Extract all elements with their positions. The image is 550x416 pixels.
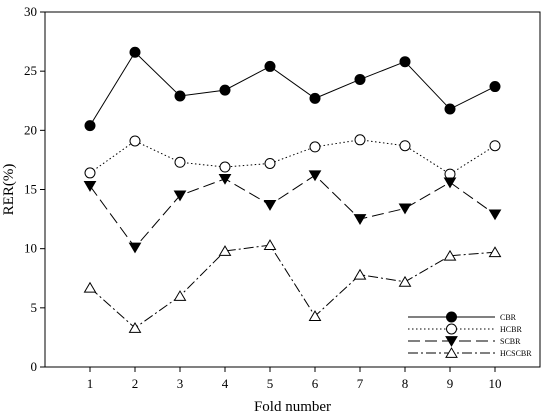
series-cbr xyxy=(84,46,501,132)
legend-marker xyxy=(445,336,458,347)
x-axis-label: Fold number xyxy=(254,399,331,415)
data-point-hcscbr xyxy=(443,249,457,261)
series-line-hcscbr xyxy=(89,244,496,329)
x-tick-label: 3 xyxy=(177,376,184,391)
data-point-scbr xyxy=(398,203,412,215)
data-point-hcscbr xyxy=(263,239,277,251)
data-point-hcscbr xyxy=(83,281,97,293)
data-point-scbr xyxy=(488,209,502,221)
data-point-scbr xyxy=(218,173,232,185)
legend-label: SCBR xyxy=(500,337,521,346)
data-point-hcbr xyxy=(174,156,186,168)
data-point-hcscbr xyxy=(128,322,142,333)
data-point-hcbr xyxy=(489,140,501,152)
data-point-hcbr xyxy=(354,134,366,146)
data-point-scbr xyxy=(128,242,142,254)
data-point-hcscbr xyxy=(398,275,412,287)
data-point-cbr xyxy=(309,92,321,104)
x-tick-label: 6 xyxy=(312,376,319,391)
x-tick-label: 2 xyxy=(132,376,139,391)
axes: 0 5 10 15 20 25 30 1 2 3 4 5 6 7 8 9 10 xyxy=(24,4,541,391)
x-tick-label: 7 xyxy=(357,376,364,391)
series-hcbr xyxy=(84,134,501,180)
data-point-hcbr xyxy=(399,140,411,152)
y-tick-label: 5 xyxy=(31,300,38,315)
data-point-hcbr xyxy=(84,167,96,179)
series-scbr xyxy=(83,170,502,254)
y-tick-label: 0 xyxy=(31,359,38,374)
series-hcscbr xyxy=(83,239,502,333)
legend: CBR HCBR SCBR HCSCBR xyxy=(408,311,532,358)
legend-marker xyxy=(445,347,458,358)
legend-item-cbr: CBR xyxy=(408,311,517,323)
data-point-hcbr xyxy=(264,157,276,169)
data-point-cbr xyxy=(129,46,141,58)
series-line-hcbr xyxy=(89,139,496,175)
y-tick-label: 15 xyxy=(24,182,37,197)
y-tick-label: 30 xyxy=(24,4,37,19)
legend-label: CBR xyxy=(500,313,517,322)
data-point-hcscbr xyxy=(218,245,232,256)
data-point-cbr xyxy=(264,60,276,72)
data-point-scbr xyxy=(353,214,367,226)
data-point-scbr xyxy=(173,190,187,202)
data-point-cbr xyxy=(219,84,231,96)
series-layer xyxy=(83,46,502,333)
series-line-scbr xyxy=(89,174,496,249)
x-tick-label: 10 xyxy=(489,376,502,391)
data-point-scbr xyxy=(308,170,322,182)
y-tick-label: 10 xyxy=(24,241,37,256)
data-point-scbr xyxy=(83,181,97,192)
y-tick-label: 25 xyxy=(24,63,37,78)
data-point-cbr xyxy=(354,73,366,85)
series-line-cbr xyxy=(89,51,496,126)
legend-item-hcscbr: HCSCBR xyxy=(408,347,532,358)
data-point-hcscbr xyxy=(308,310,322,322)
x-tick-label: 4 xyxy=(222,376,229,391)
data-point-scbr xyxy=(263,199,277,211)
data-point-hcbr xyxy=(309,141,321,153)
legend-label: HCBR xyxy=(500,325,522,334)
data-point-cbr xyxy=(444,103,456,115)
x-tick-label: 1 xyxy=(87,376,94,391)
y-tick-label: 20 xyxy=(24,122,37,137)
data-point-scbr xyxy=(443,177,457,189)
data-point-hcscbr xyxy=(173,290,187,301)
y-axis-label: RER(%) xyxy=(1,164,17,216)
data-point-cbr xyxy=(399,56,411,68)
legend-marker xyxy=(446,311,457,323)
data-point-hcscbr xyxy=(488,246,502,258)
data-point-hcbr xyxy=(129,135,141,147)
legend-label: HCSCBR xyxy=(500,349,532,358)
x-tick-label: 5 xyxy=(267,376,274,391)
x-tick-label: 9 xyxy=(447,376,454,391)
legend-item-hcbr: HCBR xyxy=(408,323,522,335)
data-point-cbr xyxy=(174,90,186,102)
legend-item-scbr: SCBR xyxy=(408,336,521,347)
data-point-hcbr xyxy=(219,161,231,173)
x-tick-label: 8 xyxy=(402,376,409,391)
data-point-hcscbr xyxy=(353,268,367,280)
data-point-cbr xyxy=(489,81,501,93)
legend-marker xyxy=(446,323,457,335)
data-point-cbr xyxy=(84,120,96,132)
